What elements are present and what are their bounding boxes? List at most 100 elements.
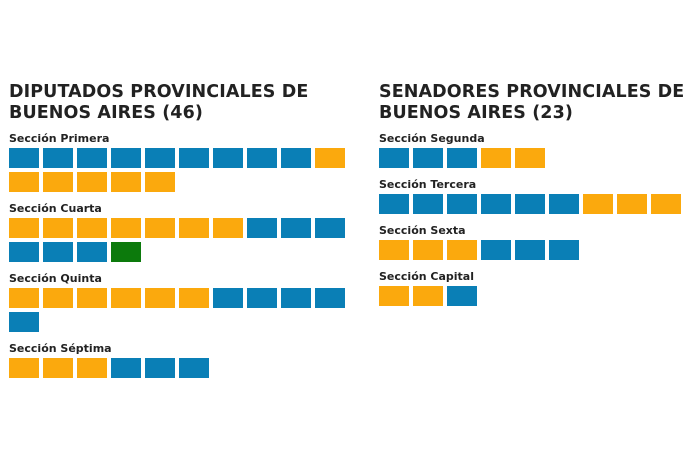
seat-blue xyxy=(315,218,345,238)
section-group: Sección Cuarta xyxy=(9,202,349,266)
section-label: Sección Sexta xyxy=(379,224,466,237)
seat-blue xyxy=(481,194,511,214)
seat-blue xyxy=(213,288,243,308)
diputados-panel: DIPUTADOS PROVINCIALES DE BUENOS AIRES (… xyxy=(9,82,349,388)
seat-grid xyxy=(379,194,690,218)
diputados-sections: Sección Primera Sección Cuarta Sección Qui… xyxy=(9,132,349,382)
seat-orange xyxy=(413,240,443,260)
section-group: Sección Quinta xyxy=(9,272,349,336)
seat-orange xyxy=(111,218,141,238)
seat-blue xyxy=(379,148,409,168)
senadores-title-line1: SENADORES PROVINCIALES DE xyxy=(379,82,685,102)
section-group: Sección Tercera xyxy=(379,178,685,218)
seat-orange xyxy=(43,358,73,378)
seat-orange xyxy=(213,218,243,238)
seat-blue xyxy=(379,194,409,214)
seat-orange xyxy=(77,288,107,308)
seat-blue xyxy=(179,148,209,168)
senadores-title-line2: BUENOS AIRES (23) xyxy=(379,103,573,123)
seat-orange xyxy=(179,288,209,308)
seat-orange xyxy=(379,286,409,306)
seat-blue xyxy=(281,148,311,168)
seat-orange xyxy=(9,288,39,308)
seat-blue xyxy=(9,312,39,332)
seat-blue xyxy=(247,218,277,238)
seat-blue xyxy=(43,148,73,168)
seat-green xyxy=(111,242,141,262)
section-label: Sección Segunda xyxy=(379,132,485,145)
seat-orange xyxy=(583,194,613,214)
seat-orange xyxy=(617,194,647,214)
seat-orange xyxy=(651,194,681,214)
seat-grid xyxy=(9,218,349,266)
seat-blue xyxy=(145,358,175,378)
seat-orange xyxy=(145,288,175,308)
seat-orange xyxy=(315,148,345,168)
section-group: Sección Capital xyxy=(379,270,685,310)
section-label: Sección Primera xyxy=(9,132,110,145)
seat-orange xyxy=(481,148,511,168)
seat-blue xyxy=(9,242,39,262)
seat-grid xyxy=(379,148,690,172)
seat-orange xyxy=(43,288,73,308)
seat-blue xyxy=(213,148,243,168)
seat-blue xyxy=(77,242,107,262)
seat-blue xyxy=(515,240,545,260)
seat-grid xyxy=(379,240,690,264)
seat-orange xyxy=(447,240,477,260)
section-label: Sección Tercera xyxy=(379,178,477,191)
seat-blue xyxy=(515,194,545,214)
section-group: Sección Sexta xyxy=(379,224,685,264)
section-label: Sección Capital xyxy=(379,270,475,283)
seat-blue xyxy=(281,218,311,238)
section-group: Sección Primera xyxy=(9,132,349,196)
diputados-title-line2: BUENOS AIRES (46) xyxy=(9,103,203,123)
seat-orange xyxy=(379,240,409,260)
seat-blue xyxy=(111,358,141,378)
seat-blue xyxy=(549,240,579,260)
seat-orange xyxy=(43,172,73,192)
section-group: Sección Segunda xyxy=(379,132,685,172)
section-label: Sección Séptima xyxy=(9,342,112,355)
seat-orange xyxy=(9,172,39,192)
seat-orange xyxy=(515,148,545,168)
seat-orange xyxy=(179,218,209,238)
seat-blue xyxy=(549,194,579,214)
seat-blue xyxy=(77,148,107,168)
seat-orange xyxy=(43,218,73,238)
seat-orange xyxy=(111,288,141,308)
seat-grid xyxy=(9,358,349,382)
seat-orange xyxy=(111,172,141,192)
senadores-title: SENADORES PROVINCIALES DE BUENOS AIRES (… xyxy=(379,82,685,124)
section-label: Sección Quinta xyxy=(9,272,102,285)
seat-orange xyxy=(9,218,39,238)
senadores-panel: SENADORES PROVINCIALES DE BUENOS AIRES (… xyxy=(379,82,685,316)
seat-blue xyxy=(413,194,443,214)
seat-blue xyxy=(447,286,477,306)
seat-orange xyxy=(77,358,107,378)
seat-blue xyxy=(247,288,277,308)
seat-blue xyxy=(281,288,311,308)
seat-orange xyxy=(145,172,175,192)
section-group: Sección Séptima xyxy=(9,342,349,382)
seat-blue xyxy=(315,288,345,308)
seat-blue xyxy=(413,148,443,168)
seat-orange xyxy=(413,286,443,306)
seat-blue xyxy=(111,148,141,168)
seat-orange xyxy=(145,218,175,238)
seat-blue xyxy=(447,194,477,214)
seat-grid xyxy=(9,148,349,196)
seat-grid xyxy=(9,288,349,336)
seat-orange xyxy=(9,358,39,378)
seat-blue xyxy=(481,240,511,260)
seat-blue xyxy=(145,148,175,168)
seat-blue xyxy=(9,148,39,168)
senadores-sections: Sección Segunda Sección Tercera Sección Se… xyxy=(379,132,685,310)
diputados-title-line1: DIPUTADOS PROVINCIALES DE xyxy=(9,82,309,102)
seat-orange xyxy=(77,218,107,238)
seat-blue xyxy=(447,148,477,168)
section-label: Sección Cuarta xyxy=(9,202,102,215)
diputados-title: DIPUTADOS PROVINCIALES DE BUENOS AIRES (… xyxy=(9,82,349,124)
seat-blue xyxy=(43,242,73,262)
seat-orange xyxy=(77,172,107,192)
